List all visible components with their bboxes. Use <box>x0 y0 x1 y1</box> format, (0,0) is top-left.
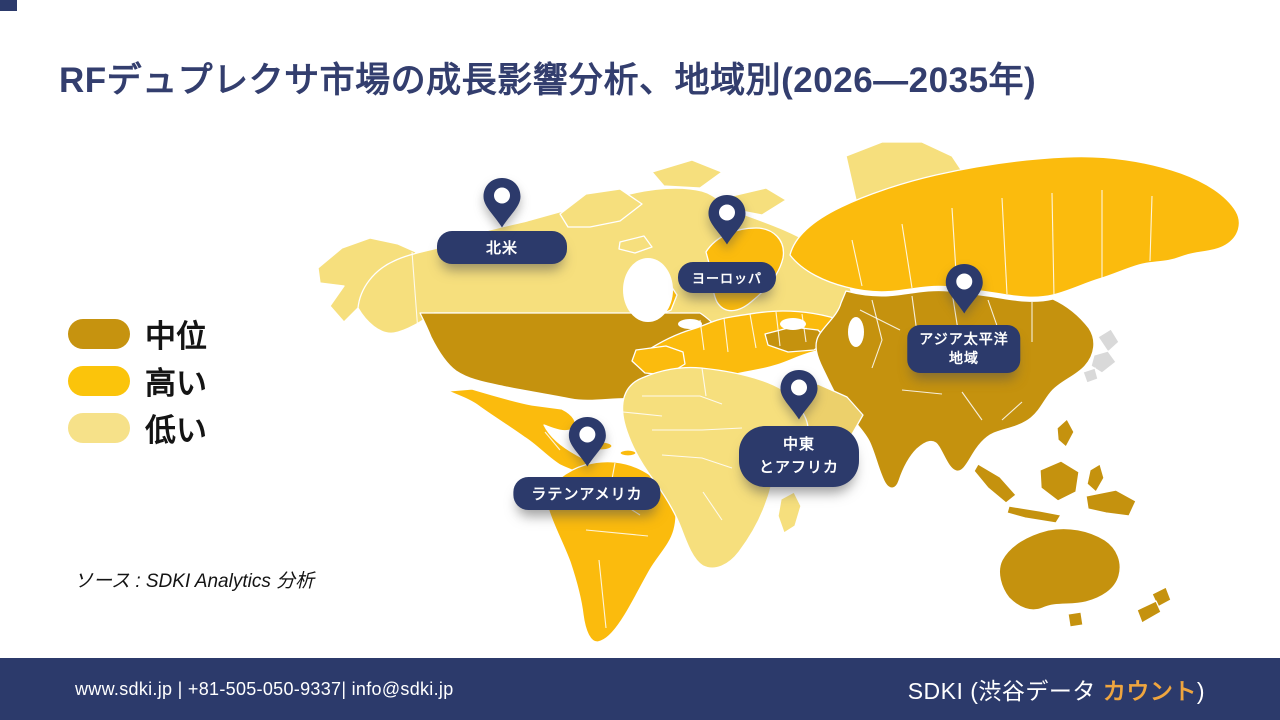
region-label-europe: ヨーロッパ <box>677 262 777 293</box>
brand-highlight: カウント <box>1102 678 1197 704</box>
location-pin-icon <box>483 178 521 228</box>
brand-prefix: SDKI (渋谷データ <box>907 678 1103 704</box>
location-pin-icon <box>780 370 818 420</box>
region-sumatra <box>973 463 1017 504</box>
footer-contact: www.sdki.jp | +81-505-050-9337| info@sdk… <box>75 678 454 699</box>
legend: 中位 高い 低い <box>68 318 207 448</box>
region-iceland <box>618 235 653 254</box>
region-new-zealand <box>1136 600 1162 624</box>
brand-suffix: ) <box>1196 678 1205 704</box>
region-label-north-america: 北米 <box>437 231 567 264</box>
region-label-line: ラテンアメリカ <box>531 486 643 503</box>
legend-item-medium: 中位 <box>68 318 207 354</box>
footer-brand: SDKI (渋谷データ カウント) <box>908 672 1205 706</box>
region-label-line: 中東 <box>782 436 815 453</box>
region-label-line: ヨーロッパ <box>691 271 763 286</box>
legend-label: 低い <box>145 413 207 448</box>
region-arctic-island <box>651 159 723 189</box>
region-africa <box>621 366 809 569</box>
legend-item-high: 高い <box>68 365 207 401</box>
region-label-middle-east-africa: 中東 とアフリカ <box>739 426 859 487</box>
region-label-latin-america: ラテンアメリカ <box>513 477 661 510</box>
region-label-asia-pacific: アジア太平洋 地域 <box>907 325 1021 373</box>
region-sulawesi <box>1086 463 1105 493</box>
region-japan <box>1082 367 1099 384</box>
footer-bar: www.sdki.jp | +81-505-050-9337| info@sdk… <box>0 658 1280 720</box>
water-great-lakes <box>678 319 702 329</box>
legend-label: 中位 <box>145 319 207 354</box>
page-title: RFデュプレクサ市場の成長影響分析、地域別(2026—2035年) <box>59 61 1037 100</box>
map-pin-latin-america: ラテンアメリカ <box>513 415 661 510</box>
location-pin-icon <box>945 264 983 314</box>
country-borders <box>411 190 1153 629</box>
water-black-sea <box>780 318 806 330</box>
region-australia <box>998 527 1121 611</box>
region-arctic-island <box>559 188 643 228</box>
region-label-line: 北米 <box>485 240 518 257</box>
location-pin-icon <box>568 417 606 467</box>
region-japan <box>1097 328 1120 353</box>
legend-swatch-medium <box>68 318 130 349</box>
region-label-line: 地域 <box>948 349 979 366</box>
region-tasmania <box>1067 611 1084 628</box>
region-new-guinea <box>1085 489 1137 517</box>
map-pin-north-america: 北米 <box>437 176 567 264</box>
legend-label: 高い <box>145 366 207 401</box>
legend-item-low: 低い <box>68 412 207 448</box>
map-pin-asia-pacific: アジア太平洋 地域 <box>907 262 1021 373</box>
map-pin-middle-east-africa: 中東 とアフリカ <box>739 368 859 487</box>
region-label-line: とアフリカ <box>758 458 839 476</box>
region-philippines <box>1056 418 1075 448</box>
water-bodies <box>623 258 864 347</box>
region-russia <box>789 156 1240 298</box>
region-madagascar <box>777 491 802 534</box>
water-caspian-sea <box>848 317 864 347</box>
water-hudson-bay <box>623 258 673 322</box>
region-label-line: アジア太平洋 <box>919 331 1009 347</box>
corner-mark <box>0 0 17 11</box>
region-java <box>1006 505 1062 524</box>
region-japan <box>1090 350 1117 374</box>
source-note: ソース : SDKI Analytics 分析 <box>74 571 315 592</box>
map-pin-europe: ヨーロッパ <box>677 193 777 293</box>
legend-swatch-low <box>68 412 130 443</box>
region-borneo <box>1039 460 1080 502</box>
legend-swatch-high <box>68 365 130 396</box>
location-pin-icon <box>708 195 746 245</box>
